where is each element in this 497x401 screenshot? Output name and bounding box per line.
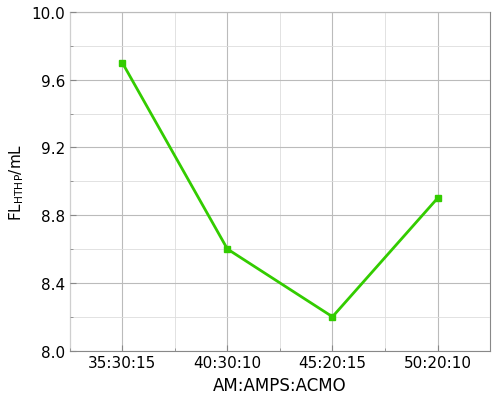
X-axis label: AM:AMPS:ACMO: AM:AMPS:ACMO (213, 376, 347, 394)
Y-axis label: $\mathrm{FL}_{\mathrm{HTHP}}$/mL: $\mathrm{FL}_{\mathrm{HTHP}}$/mL (7, 143, 26, 221)
